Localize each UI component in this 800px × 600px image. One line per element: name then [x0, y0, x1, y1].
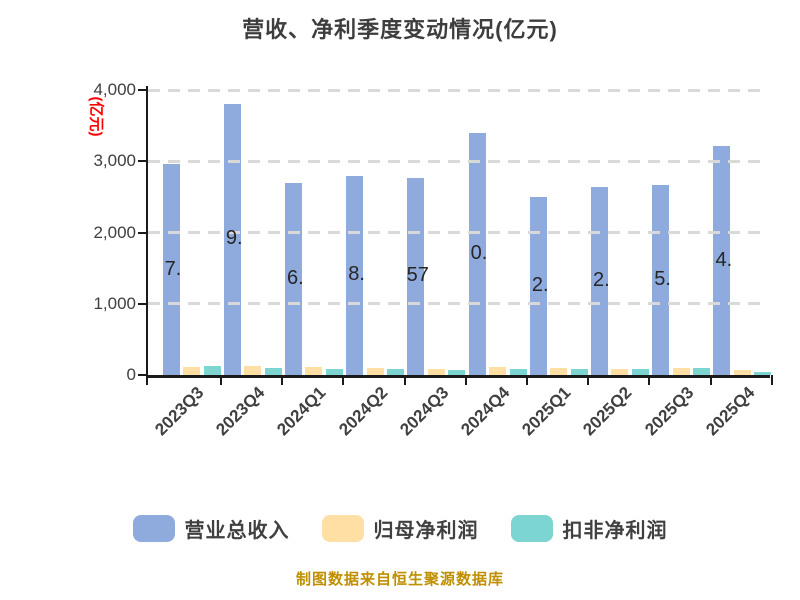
- bar-total-revenue-2023Q3: [162, 164, 180, 375]
- x-tick-mark: [770, 375, 773, 385]
- bar-non-gaap-net-profit-2023Q4: [264, 367, 282, 375]
- gridline-1000: [148, 302, 768, 306]
- bar-total-revenue-2024Q3: [407, 177, 425, 375]
- plot-area: 0 1,000 2,000 3,000 4,000 7. 2023Q3 9. 2023Q4 6. 2…: [93, 80, 773, 439]
- x-axis-line: [146, 375, 770, 378]
- x-tick-mark: [587, 375, 590, 385]
- x-tick-mark: [281, 375, 284, 385]
- y-tick-label: 4,000: [93, 80, 136, 99]
- bar-total-revenue-2024Q2: [346, 175, 364, 375]
- chart-legend: 营业总收入 归母净利润 扣非净利润: [0, 514, 800, 543]
- bar-value-label-2025Q1: 2.: [531, 273, 549, 296]
- gridline-4000: [148, 88, 768, 92]
- bar-value-label-2025Q3: 5.: [654, 268, 671, 291]
- y-tick-label: 0: [126, 365, 136, 384]
- bar-value-label-2023Q3: 7.: [164, 257, 182, 280]
- x-tick-mark: [220, 375, 222, 385]
- legend-item-non-gaap-net-profit: 扣非净利润: [510, 514, 668, 543]
- bar-non-gaap-net-profit-2025Q3: [693, 368, 711, 375]
- legend-item-total-revenue: 营业总收入: [132, 514, 290, 543]
- y-axis-line: [146, 86, 148, 377]
- x-tick-mark: [146, 375, 148, 385]
- x-tick-mark: [648, 375, 651, 385]
- y-tick-mark: [138, 89, 146, 91]
- bar-value-label-2024Q1: 6.: [287, 267, 304, 290]
- bar-total-revenue-2023Q4: [223, 103, 241, 375]
- legend-swatch-net-profit-attributable: [321, 515, 364, 542]
- y-tick-label: 1,000: [93, 293, 136, 313]
- bar-non-gaap-net-profit-2024Q2: [387, 368, 405, 375]
- legend-swatch-non-gaap-net-profit: [510, 515, 553, 542]
- bar-net-profit-attributable-2024Q1: [305, 367, 323, 375]
- y-tick-mark: [138, 231, 146, 234]
- legend-item-net-profit-attributable: 归母净利润: [321, 514, 479, 543]
- bar-non-gaap-net-profit-2024Q4: [509, 368, 527, 375]
- bar-value-label-2024Q4: 0.: [470, 241, 488, 264]
- x-tick-mark: [526, 375, 528, 385]
- bar-non-gaap-net-profit-2024Q3: [448, 369, 466, 375]
- bar-net-profit-attributable-2024Q2: [366, 367, 384, 375]
- legend-label-non-gaap-net-profit: 扣非净利润: [562, 520, 668, 542]
- bar-net-profit-attributable-2023Q4: [244, 366, 262, 375]
- x-tick-mark: [403, 375, 406, 385]
- bar-net-profit-attributable-2025Q3: [672, 367, 690, 375]
- gridline-2000: [148, 231, 768, 234]
- x-tick-mark: [342, 375, 345, 385]
- bar-value-label-2023Q4: 9.: [225, 227, 243, 250]
- bar-value-label-2025Q2: 2.: [593, 268, 610, 291]
- bar-total-revenue-2025Q1: [529, 196, 547, 375]
- bar-non-gaap-net-profit-2025Q2: [631, 368, 649, 375]
- bar-total-revenue-2025Q4: [713, 146, 731, 375]
- y-tick-mark: [138, 302, 146, 305]
- bar-non-gaap-net-profit-2024Q1: [325, 368, 343, 375]
- bar-non-gaap-net-profit-2023Q3: [203, 366, 221, 375]
- bar-net-profit-attributable-2025Q4: [733, 369, 751, 375]
- chart-title: 营收、净利季度变动情况(亿元): [242, 17, 558, 42]
- bar-non-gaap-net-profit-2025Q1: [570, 369, 588, 375]
- x-tick-mark: [464, 375, 467, 385]
- legend-label-net-profit-attributable: 归母净利润: [373, 520, 479, 542]
- bar-net-profit-attributable-2024Q4: [489, 366, 506, 375]
- gridline-3000: [148, 159, 768, 163]
- bar-net-profit-attributable-2025Q2: [611, 368, 629, 375]
- bar-value-label-2024Q2: 8.: [348, 263, 365, 286]
- x-tick-mark: [709, 375, 712, 385]
- bar-total-revenue-2024Q4: [468, 132, 486, 375]
- y-tick-label: 2,000: [93, 222, 136, 242]
- bar-value-label-2025Q4: 4.: [715, 248, 733, 271]
- y-tick-mark: [138, 160, 146, 163]
- bar-net-profit-attributable-2024Q3: [427, 369, 445, 375]
- legend-swatch-total-revenue: [132, 515, 175, 542]
- y-tick-label: 3,000: [93, 151, 136, 171]
- data-source-note: 制图数据来自恒生聚源数据库: [295, 571, 504, 588]
- legend-label-total-revenue: 营业总收入: [184, 520, 290, 542]
- y-tick-mark: [138, 374, 146, 376]
- bar-non-gaap-net-profit-2025Q4: [754, 371, 772, 375]
- bar-net-profit-attributable-2025Q1: [550, 368, 568, 375]
- bar-net-profit-attributable-2023Q3: [183, 366, 200, 375]
- bar-value-label-2024Q3: 57: [406, 264, 429, 287]
